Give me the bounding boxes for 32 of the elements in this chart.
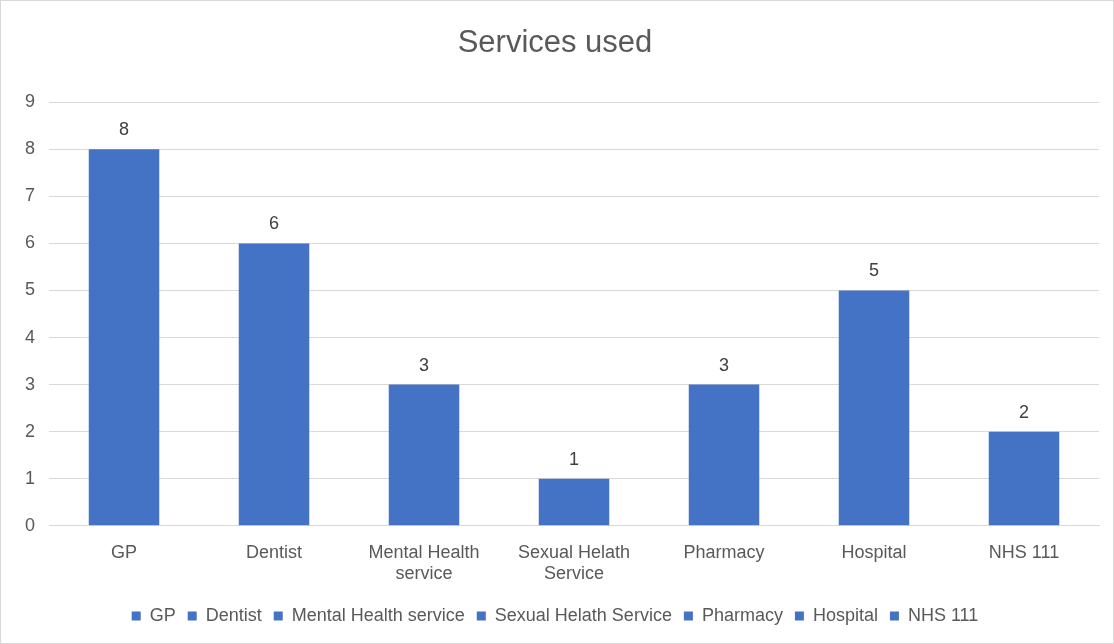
x-tick-label: Pharmacy [683, 541, 765, 562]
y-tick-label: 8 [25, 138, 36, 159]
x-tick-label: Dentist [245, 541, 303, 562]
legend-label: NHS 111 [907, 604, 979, 625]
y-tick-label: 0 [25, 514, 36, 535]
y-tick-label: 5 [25, 279, 36, 300]
legend-label: Sexual Helath Service [494, 604, 672, 625]
y-tick-label: 6 [25, 232, 36, 253]
data-label: 3 [419, 354, 430, 375]
data-label: 5 [868, 260, 880, 281]
legend-label: Pharmacy [701, 604, 783, 625]
legend-label: GP [149, 604, 176, 625]
y-tick-label: 2 [25, 420, 36, 441]
chart-title: Services used [457, 24, 653, 60]
legend-label: Hospital [812, 604, 878, 625]
y-tick-label: 1 [25, 467, 36, 488]
legend-label: Mental Health service [291, 604, 465, 625]
data-label: 2 [1018, 401, 1030, 422]
data-label: 8 [119, 119, 130, 140]
data-label: 3 [719, 354, 730, 375]
x-tick-label: Sexual Helath Service [517, 541, 631, 584]
x-tick-label: NHS 111 [988, 541, 1060, 562]
data-label: 1 [569, 448, 580, 469]
x-tick-label: GP [111, 541, 138, 562]
x-tick-label: Mental Health service [368, 541, 480, 584]
y-tick-label: 9 [25, 91, 36, 112]
x-tick-label: Hospital [841, 541, 907, 562]
y-tick-label: 4 [25, 326, 36, 347]
legend-label: Dentist [205, 604, 262, 625]
y-tick-label: 3 [25, 373, 36, 394]
data-label: 6 [269, 213, 280, 234]
y-tick-label: 7 [25, 185, 36, 206]
